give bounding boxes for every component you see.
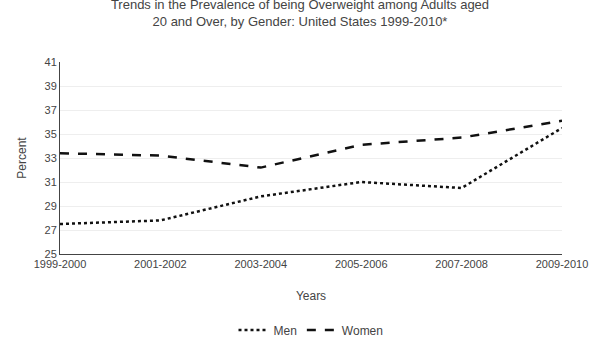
svg-text:Trends in the Prevalence of be: Trends in the Prevalence of being Overwe… — [111, 0, 489, 29]
svg-text:41: 41 — [45, 56, 57, 68]
svg-text:2005-2006: 2005-2006 — [335, 258, 388, 270]
svg-text:35: 35 — [45, 128, 57, 140]
svg-text:Percent: Percent — [15, 137, 29, 179]
svg-text:37: 37 — [45, 104, 57, 116]
svg-text:2009-2010: 2009-2010 — [536, 258, 589, 270]
svg-text:25: 25 — [45, 248, 57, 260]
svg-text:Years: Years — [296, 289, 326, 303]
svg-text:31: 31 — [45, 176, 57, 188]
svg-text:Men: Men — [274, 324, 297, 338]
svg-text:33: 33 — [45, 152, 57, 164]
svg-text:39: 39 — [45, 80, 57, 92]
svg-text:29: 29 — [45, 200, 57, 212]
svg-text:27: 27 — [45, 224, 57, 236]
svg-text:2003-2004: 2003-2004 — [234, 258, 287, 270]
svg-text:2001-2002: 2001-2002 — [134, 258, 187, 270]
svg-text:Women: Women — [342, 324, 383, 338]
svg-text:2007-2008: 2007-2008 — [435, 258, 488, 270]
svg-text:1999-2000: 1999-2000 — [34, 258, 87, 270]
